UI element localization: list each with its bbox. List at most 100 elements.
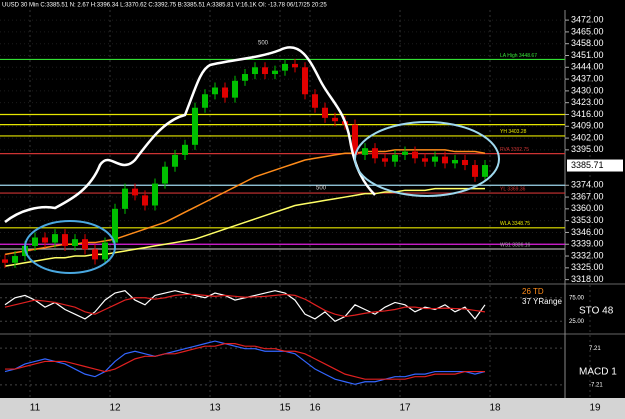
candle-body [182,144,188,155]
y-tick-label: 3360.00 [571,203,604,213]
y-tick-label: 3409.00 [571,121,604,131]
x-tick-label: 12 [109,403,121,414]
y-tick-label: 3353.00 [571,215,604,225]
candle-body [362,148,368,155]
y-tick-label: -7.21 [589,382,603,388]
indicator-line [5,343,485,380]
indicator-line [4,340,486,385]
y-tick-label: 3444.00 [571,62,604,72]
candle-body [232,80,238,98]
level-label: LA High 3448.67 [500,53,537,59]
candle-body [462,159,468,166]
candle-body [312,94,318,108]
candle-body [452,159,458,164]
last-price-box [567,159,623,172]
indicator-line [4,187,485,267]
x-tick-label: 16 [309,403,321,414]
y-tick-label: 25.00 [569,319,585,325]
hand-drawn-trend [4,46,376,223]
candle-body [242,74,248,81]
candle-body [92,249,98,260]
y-tick-label: 3458.00 [571,38,604,48]
candle-body [42,237,48,243]
candle-body [482,165,488,177]
x-tick-label: 19 [589,403,601,414]
y-tick-label: 3451.00 [571,50,604,60]
x-tick-label: 15 [279,403,291,414]
y-tick-label: 3416.00 [571,109,604,119]
candle-body [252,67,258,75]
y-tick-label: 7.21 [589,346,601,352]
candle-body [62,234,68,246]
x-tick-label: 18 [489,403,501,414]
annotation: 500 [316,186,327,192]
last-price-label: 3385.71 [571,160,604,170]
candle-body [142,195,148,206]
level-label: WS1 3336.16 [500,242,531,248]
candle-body [132,188,138,196]
candle-body [272,70,278,75]
candle-body [102,242,108,260]
candle-body [122,188,128,209]
candle-body [222,87,228,98]
y-tick-label: 3374.00 [571,180,604,190]
highlight-ellipse [354,121,500,197]
candle-body [332,117,338,122]
panel-label: 26 TD [522,287,544,296]
x-tick-label: 11 [30,403,41,414]
y-tick-label: 3332.00 [571,250,604,260]
candle-body [352,124,358,155]
candle-body [392,154,398,162]
candle-body [282,63,288,71]
annotation: 500 [258,41,269,47]
y-tick-label: 3472.00 [571,14,604,24]
y-tick-label: 75.00 [569,295,585,301]
level-label: YL 3369.36 [500,186,526,192]
plot: 11 12 13 15 16 17 18 19 3472.00 3465.00 3458.00 345… [0,10,623,414]
panel-label: 37 YRange [522,297,562,306]
candle-body [112,208,118,243]
candle-body [422,158,428,162]
y-tick-label: 3402.00 [571,132,604,142]
date-axis-bar [0,398,625,419]
panel-title: MACD 1 [579,367,617,378]
candle-body [412,151,418,159]
x-tick-label: 13 [209,403,221,414]
candle-body [192,107,198,145]
candle-body [372,148,378,159]
candle-body [82,239,88,250]
candle-body [292,63,298,68]
candle-body [432,156,438,162]
candle-body [162,166,168,184]
y-tick-label: 3430.00 [571,85,604,95]
candle-body [212,87,218,95]
candle-body [382,158,388,162]
y-tick-label: 3437.00 [571,73,604,83]
y-tick-label: 3318.00 [571,274,604,284]
candle-body [402,151,408,155]
y-tick-label: 3325.00 [571,262,604,272]
y-tick-label: 3367.00 [571,191,604,201]
candle-body [202,94,208,108]
y-tick-label: 3346.00 [571,227,604,237]
y-tick-label: 3423.00 [571,97,604,107]
panel-title: STO 48 [579,306,614,317]
level-label: RVA 3392.75 [500,147,529,153]
candle-body [152,183,158,206]
candle-body [302,67,308,95]
y-tick-label: 3395.00 [571,144,604,154]
candle-body [322,107,328,118]
candle-body [12,256,18,263]
highlight-ellipse [24,220,116,274]
candle-body [52,234,58,243]
candle-body [2,259,8,263]
level-label: YH 3403.28 [500,129,527,135]
x-tick-label: 17 [399,403,411,414]
indicator-line [4,293,486,318]
candle-body [32,237,38,246]
candle-body [172,154,178,167]
candle-body [262,67,268,75]
y-tick-label: 3465.00 [571,26,604,36]
